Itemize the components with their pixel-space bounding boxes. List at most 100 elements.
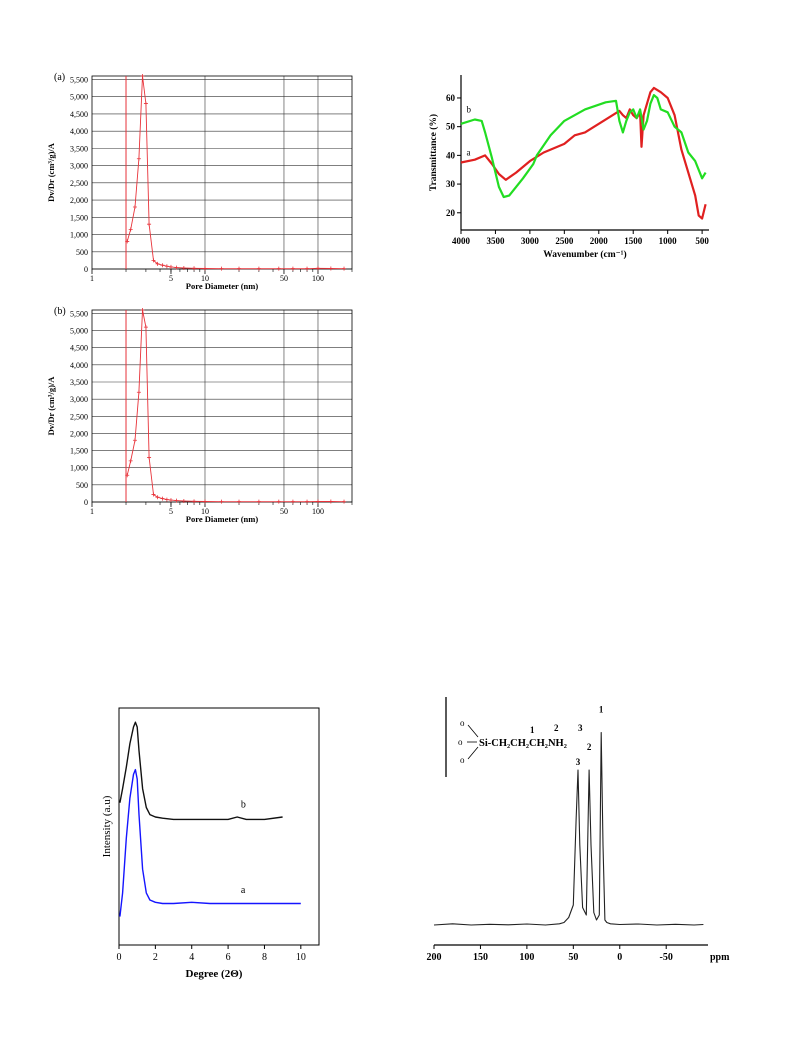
data-point [128,458,133,463]
data-point [342,266,347,271]
y-tick-label: 20 [446,208,456,218]
y-tick-label: 5,500 [70,75,88,84]
x-axis-label: Degree (2Θ) [186,968,243,980]
xrd-series-a [119,768,301,917]
ftir-series-b [460,94,707,199]
x-tick-label: 10 [201,507,209,516]
x-tick-label: 2000 [590,236,609,246]
plot-frame [118,707,320,946]
data-point [174,498,179,503]
data-point [192,499,197,504]
data-point [147,455,152,460]
y-tick-label: 4,500 [70,110,88,119]
x-tick-label: 5 [169,507,173,516]
y-axis-label: Dv/Dr (cm³/g)/A [46,142,56,202]
x-tick-label: 10 [201,274,209,283]
data-point [305,499,310,504]
carbon-number: 2 [554,723,559,733]
data-point [219,266,224,271]
x-tick-label: 50 [280,274,288,283]
data-point [328,499,333,504]
plot-frame [91,75,353,270]
y-tick-label: 5,000 [70,327,88,336]
data-point [132,204,137,209]
x-tick-label: 3000 [521,236,540,246]
data-point [237,499,242,504]
x-axis-label: ppm [710,952,730,963]
y-tick-label: 1,500 [70,213,88,222]
data-point [290,266,295,271]
data-point [136,156,141,161]
data-point [140,308,145,312]
x-tick-label: 200 [427,952,442,963]
data-point [132,438,137,443]
x-tick-label: 1 [90,274,94,283]
x-tick-label: 100 [312,274,324,283]
ftir-series-a [460,86,707,220]
data-point [128,227,133,232]
data-point [140,74,145,78]
y-tick-label: 50 [446,122,456,132]
data-point [256,266,261,271]
y-axis-label: Dv/Dr (cm³/g)/A [46,376,56,436]
data-point [168,264,173,269]
y-tick-label: 3,500 [70,144,88,153]
series-label: a [466,147,470,157]
structure-o-mid: o [458,737,463,747]
x-tick-label: 100 [312,507,324,516]
y-tick-label: 2,000 [70,429,88,438]
data-point [342,499,347,504]
structure-o-top: o [460,718,465,728]
y-tick-label: 5,000 [70,93,88,102]
x-tick-label: 5 [169,274,173,283]
xrd-chart: 0 2 4 6 8 10 Degree (2Θ) Intensity (a.u) b a [101,707,320,980]
y-tick-label: 1,000 [70,464,88,473]
data-point [155,495,160,500]
x-tick-label: 150 [473,952,488,963]
data-point [174,265,179,270]
x-tick-label: 2 [153,952,158,963]
x-tick-label: 50 [568,952,578,963]
y-tick-label: 500 [76,481,88,490]
data-point [315,499,320,504]
bond-line [467,724,479,738]
nmr-spectrum-line [433,731,704,926]
x-tick-label: 4000 [452,236,471,246]
y-tick-label: 1,500 [70,447,88,456]
y-tick-label: 4,500 [70,344,88,353]
data-point [143,101,148,106]
x-tick-label: 0 [117,952,122,963]
data-point [181,265,186,270]
x-tick-label: 1 [90,507,94,516]
y-axis-label: Transmittance (%) [428,114,439,191]
data-point [151,492,156,497]
peak-label: 1 [599,705,604,715]
y-tick-label: 3,000 [70,395,88,404]
x-tick-label: 500 [695,236,709,246]
pore-series-line [126,75,345,270]
y-tick-label: 3,500 [70,378,88,387]
y-tick-label: 0 [84,265,88,274]
y-tick-label: 30 [446,179,456,189]
series-label: b [466,104,471,114]
series-label: a [241,885,246,896]
x-tick-label: 10 [296,952,306,963]
y-tick-label: 4,000 [70,127,88,136]
carbon-number: 1 [530,725,535,735]
data-point [160,263,165,268]
data-point [151,258,156,263]
data-point [143,325,148,330]
data-point [276,266,281,271]
pore-distribution-chart-b: 0 500 1,000 1,500 2,000 2,500 3,000 3,500 4,000 4… [46,306,353,524]
data-point [219,499,224,504]
x-tick-label: 3500 [486,236,505,246]
x-tick-label: 6 [226,952,231,963]
x-tick-label: 1500 [624,236,643,246]
x-tick-label: 0 [617,952,622,963]
data-point [160,496,165,501]
data-point [276,499,281,504]
y-tick-label: 500 [76,248,88,257]
data-point [147,222,152,227]
y-tick-label: 60 [446,93,456,103]
